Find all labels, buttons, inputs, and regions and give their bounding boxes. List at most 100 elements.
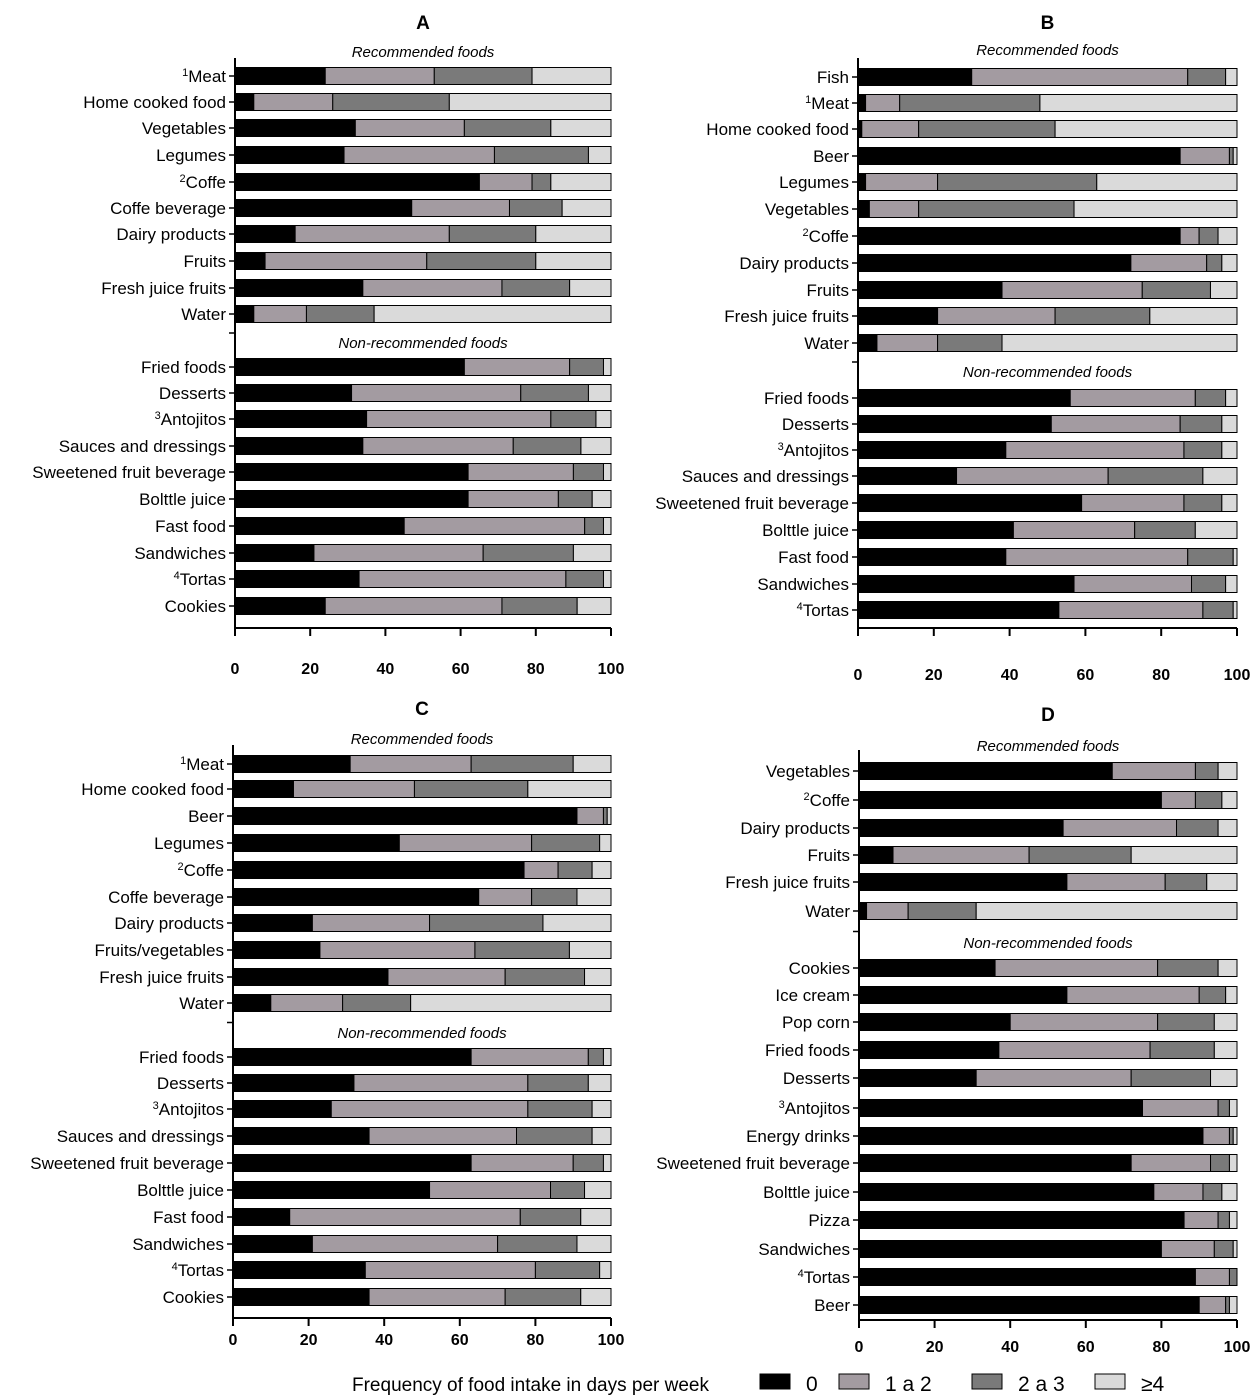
bar-segment-2-3-days	[512, 437, 582, 455]
bar-segment-1-2-days	[319, 941, 476, 959]
category-label: Dairy products	[739, 254, 849, 273]
category-label: Coffe beverage	[110, 199, 226, 218]
bar-segment-1-2-days	[1066, 873, 1166, 891]
bar-segment-4plus-days	[535, 225, 612, 243]
category-label: Bolttle juice	[137, 1181, 224, 1200]
bar-row: Sauces and dressings	[57, 1127, 612, 1146]
bar-row: Cookies	[165, 597, 612, 616]
bar-segment-0-days	[234, 597, 326, 615]
bar-segment-4plus-days	[591, 490, 612, 508]
category-label: Fresh juice fruits	[725, 873, 850, 892]
category-label: 4Tortas	[798, 1268, 850, 1287]
bar-segment-0-days	[232, 914, 313, 932]
bar-segment-4plus-days	[1096, 173, 1238, 191]
bar-segment-0-days	[232, 1100, 332, 1118]
bar-segment-4plus-days	[602, 517, 612, 535]
bar-segment-1-2-days	[467, 490, 559, 508]
bar-segment-2-3-days	[1183, 494, 1223, 512]
bar-segment-0-days	[234, 93, 255, 111]
bar-segment-4plus-days	[591, 1127, 612, 1145]
legend: Frequency of food intake in days per wee…	[352, 1373, 1165, 1395]
bar-row: Fried foods	[765, 1041, 1238, 1060]
bar-segment-0-days	[234, 410, 368, 428]
bar-row: Fresh juice fruits	[99, 968, 612, 987]
x-tick-label: 100	[1224, 1339, 1251, 1356]
category-label: 3Antojitos	[778, 441, 849, 460]
bar-segment-1-2-days	[861, 120, 920, 138]
bar-segment-4plus-days	[591, 1100, 612, 1118]
bar-segment-4plus-days	[1221, 254, 1238, 272]
bar-row: 4Tortas	[172, 1261, 612, 1280]
category-name: Vegetables	[765, 200, 849, 219]
bar-segment-2-3-days	[429, 914, 544, 932]
bar-segment-2-3-days	[572, 1154, 604, 1172]
category-name: Coffe beverage	[110, 199, 226, 218]
category-superscript: 2	[804, 791, 810, 803]
bar-row: Energy drinks	[746, 1127, 1238, 1146]
category-label: Desserts	[783, 1069, 850, 1088]
legend-swatch	[971, 1373, 1003, 1390]
bar-segment-4plus-days	[1232, 1127, 1238, 1145]
bar-segment-0-days	[857, 494, 1083, 512]
bar-row: Home cooked food	[83, 93, 612, 112]
bar-segment-1-2-days	[354, 119, 465, 137]
bar-segment-0-days	[234, 173, 480, 191]
bar-segment-2-3-days	[504, 968, 586, 986]
legend-label: 2 a 3	[1018, 1373, 1065, 1395]
category-label: Cookies	[163, 1288, 224, 1307]
category-label: 1Meat	[180, 755, 224, 774]
bar-segment-0-days	[232, 1074, 355, 1092]
x-tick-label: 40	[377, 661, 395, 678]
bar-segment-2-3-days	[1202, 1183, 1223, 1201]
category-label: Fresh juice fruits	[724, 307, 849, 326]
bar-segment-0-days	[232, 941, 321, 959]
category-superscript: 4	[797, 601, 803, 613]
category-label: Fast food	[153, 1208, 224, 1227]
category-name: Tortas	[803, 601, 849, 620]
bar-segment-4plus-days	[576, 597, 612, 615]
bar-segment-4plus-days	[561, 199, 612, 217]
category-label: Sauces and dressings	[57, 1127, 224, 1146]
category-name: Home cooked food	[706, 120, 849, 139]
category-name: Sweetened fruit beverage	[32, 463, 226, 482]
bar-row: Water	[805, 902, 1238, 921]
bar-row: Legumes	[779, 173, 1238, 192]
bar-segment-0-days	[232, 1181, 431, 1199]
category-superscript: 4	[798, 1268, 804, 1280]
bar-segment-4plus-days	[1217, 227, 1238, 245]
bar-segment-1-2-days	[292, 780, 415, 798]
bar-segment-2-3-days	[918, 120, 1056, 138]
bar-segment-0-days	[858, 846, 894, 864]
bar-segment-0-days	[857, 521, 1014, 539]
x-tick-label: 40	[375, 1332, 393, 1349]
category-label: Beer	[813, 147, 849, 166]
category-name: Fresh juice fruits	[724, 307, 849, 326]
bar-segment-4plus-days	[535, 252, 612, 270]
bar-segment-2-3-days	[569, 358, 604, 376]
bar-segment-4plus-days	[1217, 959, 1238, 977]
bar-segment-0-days	[858, 873, 1068, 891]
x-tick-label: 100	[598, 1332, 625, 1349]
chart-panel-d: D Recommended foods Vegetables 2Coffe Dairy …	[656, 705, 1250, 1356]
bar-segment-4plus-days	[1232, 147, 1238, 165]
bar-segment-4plus-days	[1194, 521, 1238, 539]
category-name: Tortas	[178, 1261, 224, 1280]
category-label: Cookies	[165, 597, 226, 616]
category-name: Water	[179, 994, 224, 1013]
bar-segment-2-3-days	[504, 1288, 582, 1306]
chart-panel-c: C Recommended foods 1Meat Home cooked food B…	[30, 699, 624, 1349]
bar-row: Water	[179, 994, 612, 1013]
category-superscript: 1	[805, 94, 811, 106]
bar-segment-2-3-days	[520, 384, 589, 402]
bar-segment-4plus-days	[580, 437, 612, 455]
x-tick-label: 0	[854, 667, 863, 684]
bar-segment-1-2-days	[1066, 986, 1200, 1004]
bar-row: Fruits	[807, 281, 1238, 300]
category-name: Home cooked food	[83, 93, 226, 112]
bar-segment-4plus-days	[1039, 94, 1238, 112]
bar-segment-2-3-days	[527, 1074, 589, 1092]
x-tick-label: 40	[1001, 667, 1019, 684]
bar-segment-1-2-days	[576, 807, 604, 825]
bar-row: 2Coffe	[178, 861, 612, 880]
x-tick-label: 80	[1152, 667, 1170, 684]
